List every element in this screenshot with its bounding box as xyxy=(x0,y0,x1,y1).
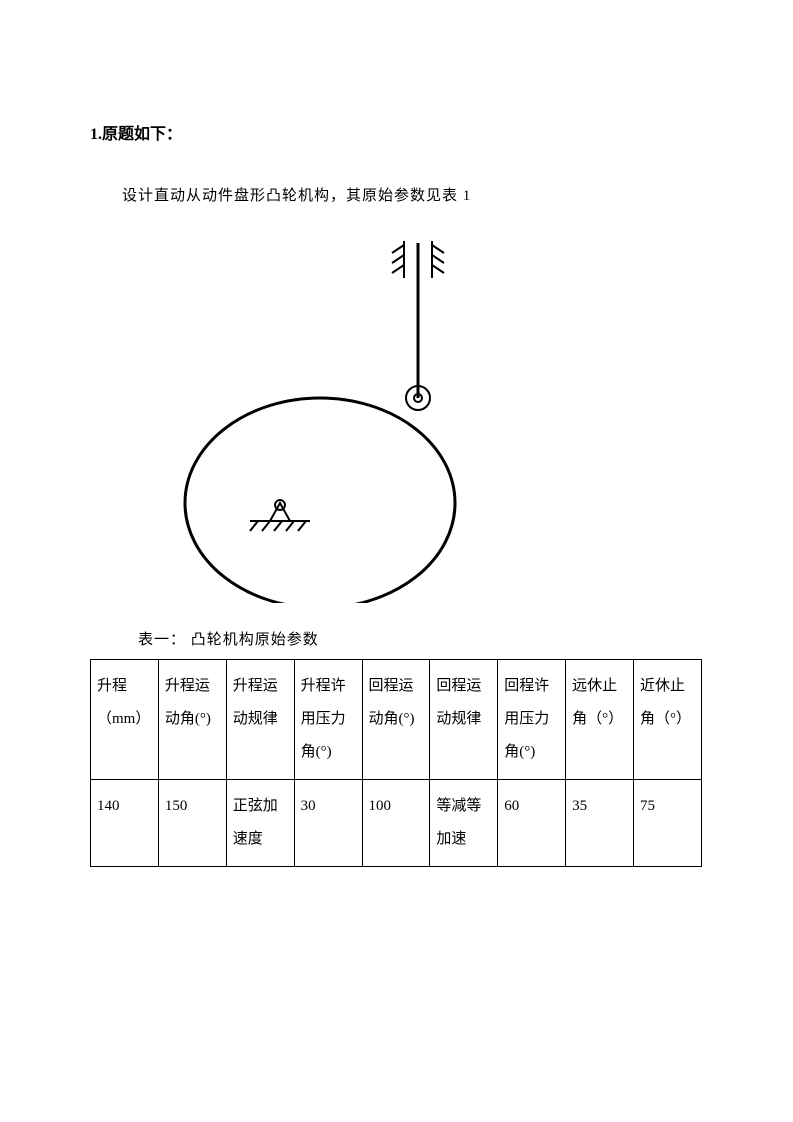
col-header: 远休止角（°） xyxy=(566,660,634,780)
section-heading: 1.原题如下： xyxy=(90,120,703,144)
col-header: 回程运动角(°) xyxy=(362,660,430,780)
table-row: 升程（mm） 升程运动角(°) 升程运动规律 升程许用压力角(°) 回程运动角(… xyxy=(91,660,702,780)
table-row: 140 150 正弦加速度 30 100 等减等加速 60 35 75 xyxy=(91,780,702,867)
col-header: 回程运动规律 xyxy=(430,660,498,780)
cell: 100 xyxy=(362,780,430,867)
cell: 30 xyxy=(294,780,362,867)
cell: 150 xyxy=(158,780,226,867)
col-header: 近休止角（°） xyxy=(634,660,702,780)
col-header: 升程运动规律 xyxy=(226,660,294,780)
cell: 正弦加速度 xyxy=(226,780,294,867)
cell: 35 xyxy=(566,780,634,867)
col-header: 升程许用压力角(°) xyxy=(294,660,362,780)
intro-text: 设计直动从动件盘形凸轮机构，其原始参数见表 1 xyxy=(122,184,703,205)
cell: 140 xyxy=(91,780,159,867)
table-caption: 表一： 凸轮机构原始参数 xyxy=(138,628,703,649)
parameter-table: 升程（mm） 升程运动角(°) 升程运动规律 升程许用压力角(°) 回程运动角(… xyxy=(90,659,702,867)
cam-diagram xyxy=(130,223,743,608)
cell: 等减等加速 xyxy=(430,780,498,867)
cell: 75 xyxy=(634,780,702,867)
cell: 60 xyxy=(498,780,566,867)
cam-svg xyxy=(130,223,530,603)
col-header: 升程（mm） xyxy=(91,660,159,780)
col-header: 回程许用压力角(°) xyxy=(498,660,566,780)
col-header: 升程运动角(°) xyxy=(158,660,226,780)
